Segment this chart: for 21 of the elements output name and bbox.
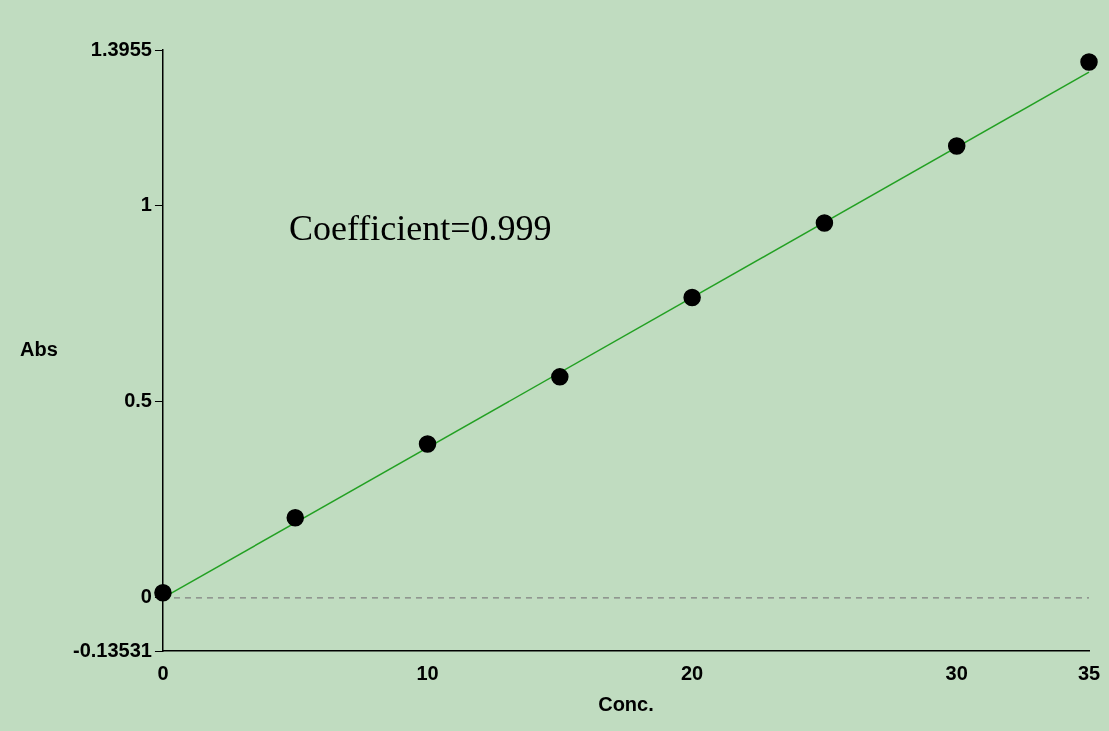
point (286, 509, 304, 527)
x-tick-label: 20 (681, 661, 704, 684)
x-tick-label: 35 (1077, 661, 1101, 684)
y-tick-label: 0 (140, 585, 152, 608)
point (551, 368, 569, 386)
point (815, 214, 834, 232)
x-tick-label: 10 (416, 661, 439, 684)
x-axis-title: Conc. (598, 692, 654, 715)
point (1080, 53, 1098, 71)
y-tick-label: 0.5 (124, 389, 152, 412)
annotation: Coefficient=0.999 (288, 207, 552, 248)
y-axis-title: Abs (20, 338, 58, 361)
y-tick-label: 1.3955 (90, 37, 152, 60)
point (683, 288, 701, 307)
x-tick-label: 0 (157, 661, 169, 684)
x-tick-label: 30 (945, 661, 968, 684)
y-tick-label: 1 (140, 192, 152, 215)
point (947, 137, 966, 155)
y-tick-label: -0.13531 (72, 638, 152, 661)
point (418, 435, 437, 453)
point (154, 584, 172, 602)
